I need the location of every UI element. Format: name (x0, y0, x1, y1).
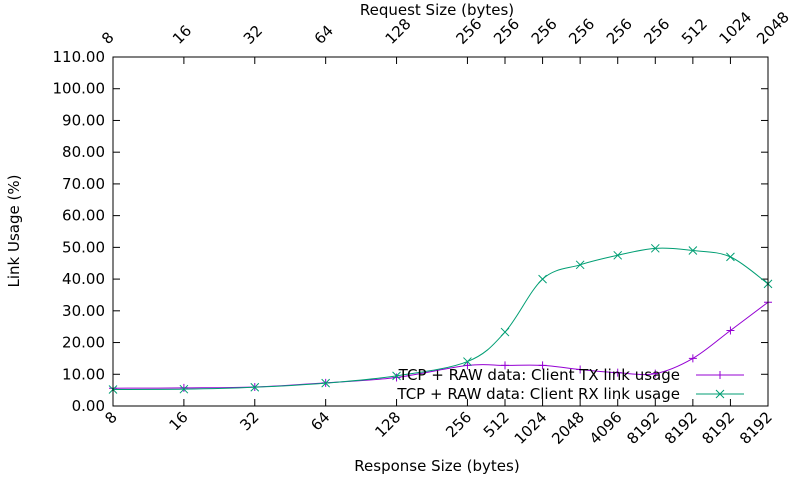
data-point-2 (463, 357, 472, 366)
top-tick-label: 256 (640, 15, 673, 48)
data-point-1 (179, 383, 188, 392)
x-tick-label: 128 (371, 408, 404, 441)
data-point-2 (613, 250, 623, 260)
top-tick-label: 256 (603, 15, 636, 48)
legend-marker (715, 389, 725, 399)
series-layer (108, 243, 773, 394)
y-tick-label: 110.00 (53, 48, 106, 66)
x-tick-label: 2048 (548, 408, 588, 448)
data-point-1 (651, 369, 660, 378)
y-tick-label: 60.00 (62, 207, 105, 225)
top-axis-title: Request Size (bytes) (360, 1, 514, 19)
x-tick-label: 8192 (736, 408, 776, 448)
data-point-2 (250, 382, 260, 392)
y-tick-label: 50.00 (62, 238, 105, 256)
x-tick-label: 4096 (586, 408, 626, 448)
top-tick-label: 64 (311, 22, 337, 48)
top-tick-label: 256 (453, 15, 486, 48)
x-tick-label: 32 (236, 408, 262, 434)
data-point-1 (726, 326, 735, 335)
y-tick-label: 80.00 (62, 143, 105, 161)
legend-label: TCP + RAW data: Client RX link usage (396, 385, 680, 403)
data-point-2 (688, 246, 698, 255)
y-tick-label: 90.00 (62, 111, 105, 129)
top-tick-label: 1024 (716, 8, 756, 48)
y-axis-ticks: 0.00 10.00 20.00 30.00 40.00 50.00 60.00 70.00 8… (53, 48, 768, 415)
x-tick-label: 8192 (661, 408, 701, 448)
data-point-2 (392, 371, 401, 381)
data-point-2 (500, 327, 510, 337)
data-point-1 (613, 368, 622, 377)
y-tick-label: 20.00 (62, 334, 105, 352)
top-tick-label: 256 (565, 15, 598, 48)
x-tick-label: 8192 (623, 408, 663, 448)
y-tick-label: 40.00 (62, 270, 105, 288)
data-point-2 (726, 252, 735, 262)
x-tick-label: 16 (165, 408, 191, 434)
legend-label: TCP + RAW data: Client TX link usage (398, 366, 680, 384)
top-tick-label: 2048 (753, 8, 793, 48)
x-axis-title: Response Size (bytes) (354, 457, 519, 475)
data-point-1 (501, 361, 510, 370)
data-point-2 (575, 260, 585, 270)
data-point-2 (321, 378, 331, 388)
data-point-2 (538, 274, 547, 284)
legend-marker (716, 371, 724, 379)
top-tick-label: 128 (382, 15, 415, 48)
top-tick-label: 256 (490, 15, 523, 48)
data-point-2 (179, 384, 189, 394)
x-tick-label: 64 (307, 408, 333, 434)
x-tick-label: 8192 (699, 408, 739, 448)
top-tick-label: 512 (678, 15, 711, 48)
data-point-1 (538, 361, 547, 370)
y-tick-label: 10.00 (62, 365, 105, 383)
top-tick-label: 8 (98, 28, 117, 47)
x-tick-label: 512 (480, 408, 513, 441)
y-axis-title: Link Usage (%) (5, 175, 23, 288)
top-tick-label: 32 (240, 22, 266, 48)
top-tick-label: 16 (169, 22, 195, 48)
data-point-1 (688, 354, 697, 363)
data-point-2 (650, 243, 660, 253)
top-tick-label: 256 (528, 15, 561, 48)
data-point-1 (463, 361, 472, 370)
y-tick-label: 30.00 (62, 302, 105, 320)
data-point-1 (392, 373, 401, 382)
plot-frame (112, 56, 769, 407)
x-tick-label: 1024 (511, 408, 551, 448)
series-2 (108, 243, 773, 394)
y-tick-label: 70.00 (62, 175, 105, 193)
y-tick-label: 0.00 (72, 397, 105, 415)
data-point-1 (576, 365, 585, 374)
x-tick-label: 256 (442, 408, 475, 441)
legend: TCP + RAW data: Client TX link usageTCP … (396, 366, 744, 403)
y-tick-label: 100.00 (53, 80, 106, 98)
